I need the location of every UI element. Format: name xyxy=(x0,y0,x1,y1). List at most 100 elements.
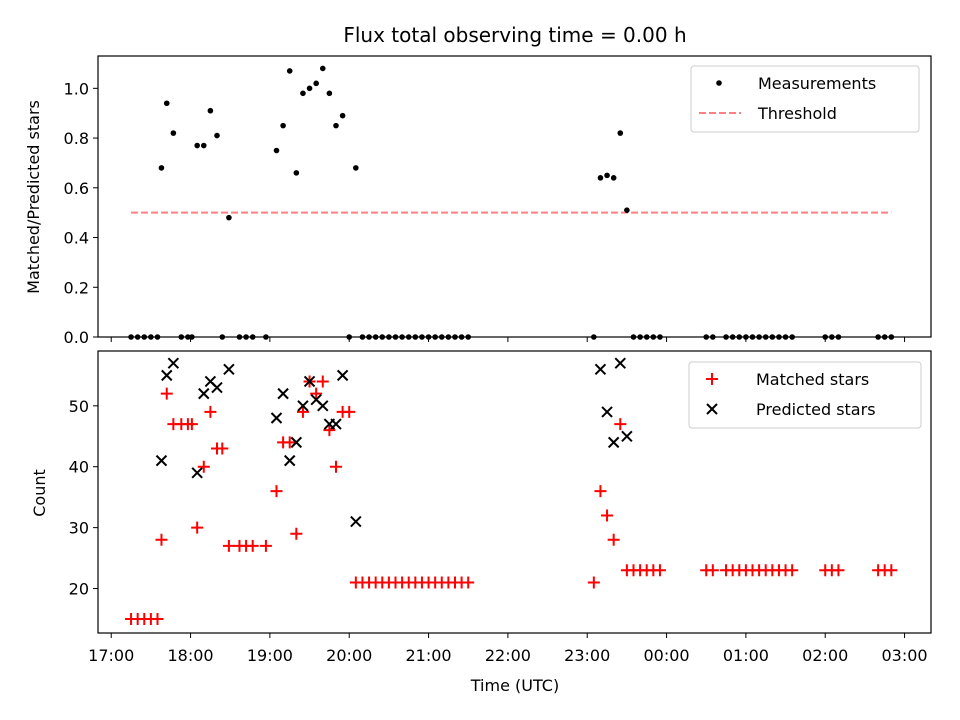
measurement-point xyxy=(604,172,610,179)
predicted-star-point xyxy=(303,375,316,388)
matched-star-point xyxy=(323,424,336,437)
predicted-star-point xyxy=(297,400,309,412)
measurement-point xyxy=(293,170,300,176)
bottom-xtick-label: 17:00 xyxy=(88,646,134,665)
matched-star-point xyxy=(614,418,627,431)
predicted-star-point xyxy=(161,369,173,382)
top-ytick-label: 0.8 xyxy=(64,129,89,148)
bottom-xtick-label: 00:00 xyxy=(644,646,690,665)
predicted-star-point xyxy=(317,400,329,412)
measurement-point xyxy=(610,175,617,181)
matched-star-point xyxy=(204,405,217,418)
top-legend: Measurements Threshold xyxy=(690,65,920,133)
predicted-star-point xyxy=(594,363,607,375)
matched-star-point xyxy=(653,564,666,577)
matched-star-point xyxy=(216,442,229,455)
matched-star-point xyxy=(155,533,168,546)
predicted-star-point xyxy=(607,436,620,449)
matched-star-point xyxy=(594,485,607,498)
matched-star-point xyxy=(296,405,309,418)
predicted-star-point xyxy=(601,406,613,418)
measurement-point xyxy=(194,142,200,149)
top-ytick-label: 0.4 xyxy=(64,229,89,248)
measurement-point xyxy=(300,90,306,97)
bottom-ytick-label: 40 xyxy=(69,458,89,477)
matched-star-point xyxy=(290,527,303,540)
measurement-point xyxy=(200,142,207,149)
predicted-star-point xyxy=(614,357,626,369)
predicted-star-point xyxy=(277,387,289,400)
top-ytick-label: 0.0 xyxy=(64,328,89,347)
matched-star-point xyxy=(832,564,845,577)
matched-star-point xyxy=(607,533,620,546)
measurement-point xyxy=(163,100,170,107)
legend-predicted-label: Predicted stars xyxy=(756,400,876,419)
matched-star-point xyxy=(259,539,272,552)
matched-star-point xyxy=(316,375,329,388)
legend-measurements-label: Measurements xyxy=(758,74,876,93)
bottom-xtick-label: 21:00 xyxy=(406,646,452,665)
legend-threshold-label: Threshold xyxy=(757,104,837,123)
measurement-point xyxy=(339,112,346,119)
matched-star-point xyxy=(246,539,259,552)
bottom-ytick-label: 50 xyxy=(69,397,89,416)
predicted-star-point xyxy=(211,381,223,394)
matched-star-point xyxy=(151,612,164,625)
legend-predicted-marker xyxy=(706,403,718,415)
chart-title: Flux total observing time = 0.00 h xyxy=(343,23,686,47)
matched-star-point xyxy=(160,387,173,400)
measurement-point xyxy=(306,85,313,92)
matched-star-point xyxy=(197,460,210,473)
matched-star-point xyxy=(587,576,600,589)
matched-star-point xyxy=(706,564,719,577)
bottom-xlabel: Time (UTC) xyxy=(470,676,559,695)
predicted-star-point xyxy=(155,454,168,467)
measurement-point xyxy=(170,130,177,136)
matched-star-point xyxy=(222,539,235,552)
matched-star-point xyxy=(885,564,898,577)
matched-star-point xyxy=(786,564,799,577)
matched-star-point xyxy=(462,576,475,589)
bottom-xtick-label: 03:00 xyxy=(882,646,928,665)
measurement-point xyxy=(326,90,333,97)
bottom-xtick-label: 01:00 xyxy=(723,646,769,665)
measurement-point xyxy=(207,107,214,114)
predicted-star-point xyxy=(270,412,283,424)
predicted-star-point xyxy=(284,454,296,467)
measurement-point xyxy=(158,165,165,171)
legend-matched-marker xyxy=(706,373,718,385)
bottom-legend: Matched stars Predicted stars xyxy=(688,361,922,429)
measurement-point xyxy=(333,122,339,129)
bottom-xtick-label: 19:00 xyxy=(247,646,293,665)
measurement-point xyxy=(313,80,319,87)
matched-star-point xyxy=(601,509,614,522)
bottom-xtick-label: 18:00 xyxy=(168,646,214,665)
top-ytick-label: 0.6 xyxy=(64,179,89,198)
predicted-star-point xyxy=(191,467,203,479)
measurement-point xyxy=(597,175,604,181)
matched-star-point xyxy=(191,521,204,534)
measurement-point xyxy=(226,214,232,221)
predicted-star-point xyxy=(621,430,633,442)
bottom-axes-frame xyxy=(97,350,932,634)
measurement-point xyxy=(353,165,359,171)
measurement-point xyxy=(280,122,286,129)
measurement-point xyxy=(624,207,630,213)
predicted-star-point xyxy=(336,369,349,382)
measurement-point xyxy=(214,132,220,139)
predicted-star-point xyxy=(350,515,362,528)
top-ytick-label: 1.0 xyxy=(64,79,89,98)
legend-matched-label: Matched stars xyxy=(756,370,869,389)
top-panel: 0.0 0.2 0.4 0.6 0.8 1.0 xyxy=(64,55,932,347)
bottom-xtick-label: 22:00 xyxy=(485,646,531,665)
predicted-star-point xyxy=(223,363,235,375)
matched-star-point xyxy=(270,485,283,498)
bottom-panel: 20 30 40 50 17:00 18:00 19:00 20:00 21:00 22:00 23… xyxy=(69,350,932,665)
measurement-point xyxy=(319,65,326,72)
measurement-point xyxy=(286,68,293,74)
legend-measurements-marker xyxy=(716,80,722,86)
bottom-ylabel: Count xyxy=(30,469,49,517)
predicted-star-point xyxy=(167,357,180,369)
matched-star-point xyxy=(283,436,296,449)
